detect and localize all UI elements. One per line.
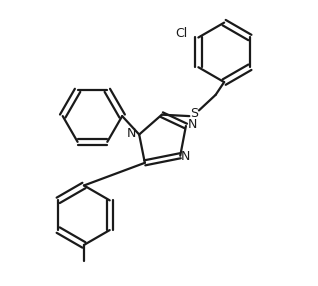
Text: S: S <box>190 107 198 120</box>
Text: N: N <box>181 150 190 163</box>
Text: N: N <box>187 118 197 131</box>
Text: Cl: Cl <box>175 27 188 40</box>
Text: N: N <box>127 127 136 140</box>
